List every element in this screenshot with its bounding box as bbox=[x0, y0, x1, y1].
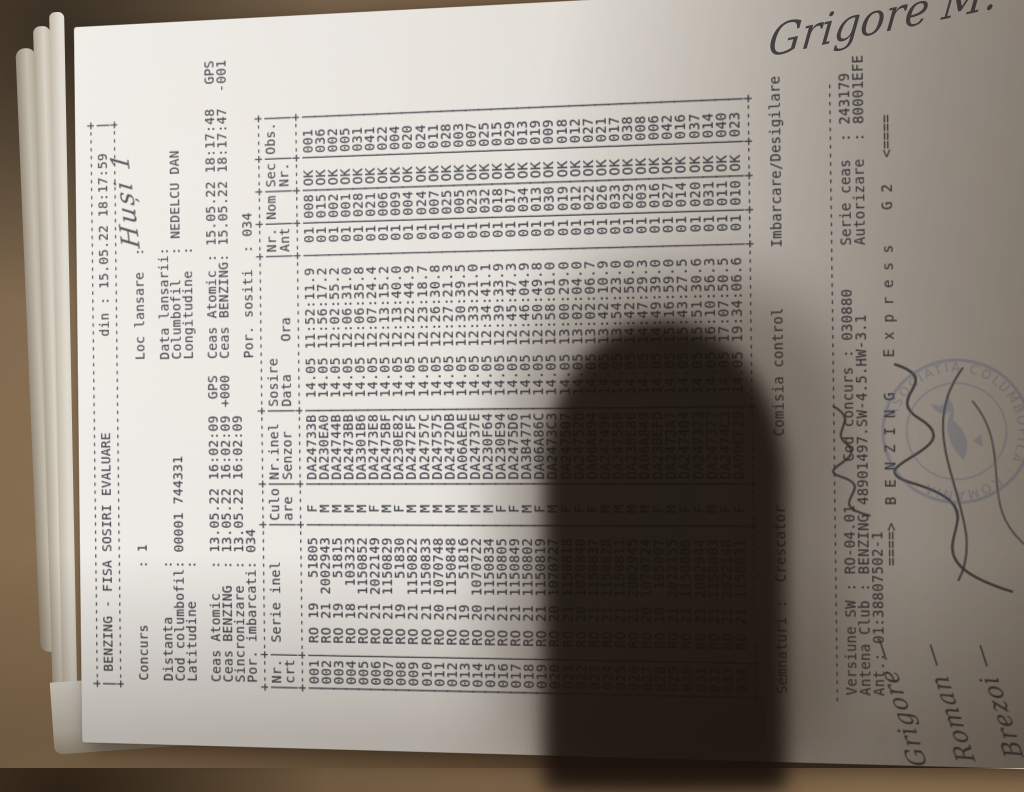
hand-shadow bbox=[544, 320, 786, 790]
stamp-arc-text: ASOCIATIA COLUMBOFILA · ROMANIA · bbox=[868, 345, 1024, 518]
svg-text:ASOCIATIA COLUMBOFILA · ROMANI: ASOCIATIA COLUMBOFILA · ROMANIA · bbox=[868, 345, 1024, 518]
stamp-pigeon-icon bbox=[919, 392, 993, 464]
